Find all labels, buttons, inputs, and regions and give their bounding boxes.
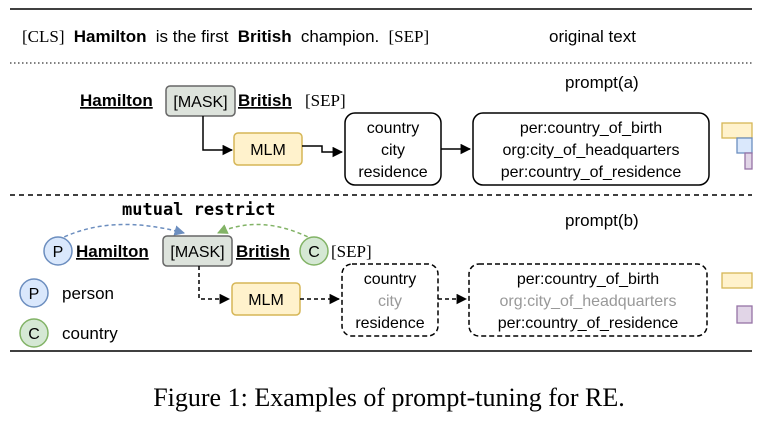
prompt-a-mask-to-mlm-arrow (202, 116, 234, 156)
prompt-b-country-letter: C (308, 244, 320, 261)
prompt-b-sep: [SEP] (331, 242, 372, 261)
mutual-restrict-label: mutual restrict (122, 200, 276, 220)
prompt-b-mlm: MLM (248, 292, 284, 309)
prompt-b-label: prompt(b) (565, 211, 639, 230)
mutual-restrict-arrow-country (217, 223, 315, 241)
legend-person-letter: P (29, 286, 40, 303)
prompt-b-relation-1: per:country_of_birth (517, 271, 659, 288)
legend-country-label: country (62, 324, 118, 343)
prompt-a-relation-3: per:country_of_residence (501, 164, 682, 181)
prompt-a-mlm: MLM (250, 142, 286, 159)
legend-person-circle (19, 278, 49, 308)
prompt-b-country-circle (299, 236, 329, 266)
prompt-a-relation-1: per:country_of_birth (520, 120, 662, 137)
prompt-a-bar-blue (736, 137, 753, 154)
prompt-b-mask-to-mlm-arrow (198, 266, 231, 305)
prompt-a-sep: [SEP] (305, 91, 346, 110)
prompt-a-word-city: city (381, 142, 405, 159)
prompt-a-mlm-box (233, 132, 303, 166)
legend-country-letter: C (28, 326, 40, 343)
prompt-a-label: prompt(a) (565, 73, 639, 92)
mutual-restrict-arrow-person (57, 223, 186, 241)
prompt-b-person-circle (43, 236, 73, 266)
prompt-b-person-letter: P (53, 244, 64, 261)
prompt-b-object: British (236, 242, 290, 261)
prompt-b-mask-box (162, 235, 233, 267)
prompt-a-mlm-to-words-arrow (302, 145, 344, 158)
prompt-a-word-residence: residence (358, 164, 427, 181)
legend-country-circle (19, 318, 49, 348)
original-sentence: [CLS] Hamilton is the first British cham… (22, 27, 429, 46)
prompt-b-word-city: city (378, 293, 402, 310)
prompt-b-word-residence: residence (355, 315, 424, 332)
prompt-b-words-box (341, 263, 439, 337)
prompt-a-bar-purple (744, 152, 753, 170)
prompt-a-object: British (238, 91, 292, 110)
prompt-b-subject: Hamilton (76, 242, 149, 261)
prompt-a-word-country: country (367, 120, 419, 137)
original-text-label: original text (549, 27, 636, 46)
prompt-b-relation-2: org:city_of_headquarters (500, 293, 677, 310)
prompt-a-mask-box (165, 85, 236, 117)
prompt-b-relations-box (468, 263, 708, 337)
prompt-b-bar-purple (736, 305, 753, 324)
legend-person-label: person (62, 284, 114, 303)
prompt-a-subject: Hamilton (80, 91, 153, 110)
prompt-b-mask: [MASK] (170, 244, 224, 261)
prompt-a-bar-yellow (721, 122, 753, 139)
prompt-a-relation-2: org:city_of_headquarters (503, 142, 680, 159)
prompt-a-mask: [MASK] (173, 94, 227, 111)
figure-caption: Figure 1: Examples of prompt-tuning for … (153, 383, 625, 412)
prompt-b-bar-yellow (721, 272, 753, 289)
prompt-a-relations-box (472, 112, 710, 186)
prompt-b-relation-3: per:country_of_residence (498, 315, 679, 332)
prompt-b-word-country: country (364, 271, 416, 288)
